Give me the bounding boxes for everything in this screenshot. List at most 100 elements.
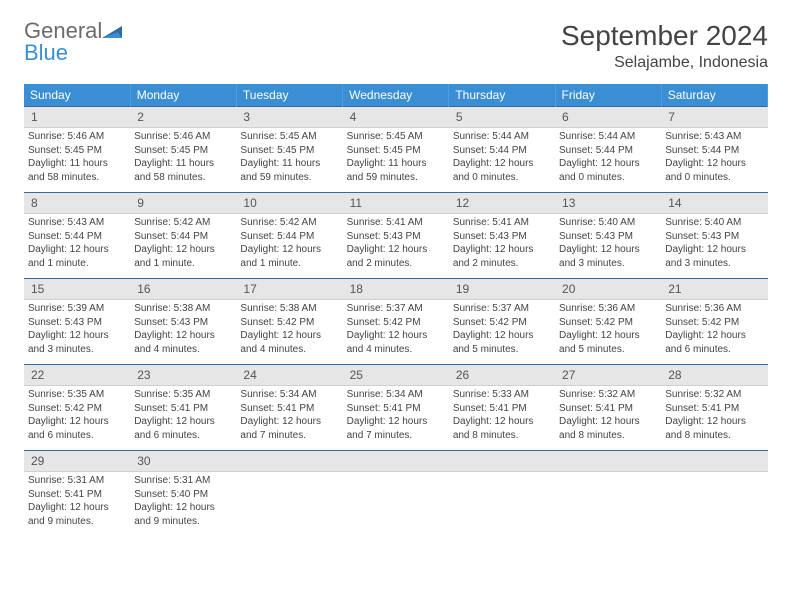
logo: GeneralBlue	[24, 20, 122, 64]
day-number: 23	[131, 366, 235, 384]
page-title: September 2024	[561, 20, 768, 52]
sunrise-text: Sunrise: 5:42 AM	[240, 216, 338, 230]
sunset-text: Sunset: 5:42 PM	[240, 316, 338, 330]
day-number: 18	[344, 280, 448, 298]
daylight-text: Daylight: 12 hours and 1 minute.	[28, 243, 126, 270]
week-2-content-row: Sunrise: 5:39 AMSunset: 5:43 PMDaylight:…	[24, 300, 768, 365]
sunset-text: Sunset: 5:43 PM	[665, 230, 763, 244]
empty-day-cell	[236, 472, 342, 537]
day-cell: Sunrise: 5:36 AMSunset: 5:42 PMDaylight:…	[555, 300, 661, 365]
day-cell: Sunrise: 5:31 AMSunset: 5:40 PMDaylight:…	[130, 472, 236, 537]
day-cell-text: Sunrise: 5:33 AMSunset: 5:41 PMDaylight:…	[453, 386, 551, 442]
day-number: 29	[25, 452, 129, 470]
day-number: 24	[237, 366, 341, 384]
day-header-saturday: Saturday	[661, 84, 767, 107]
sunset-text: Sunset: 5:43 PM	[28, 316, 126, 330]
sunset-text: Sunset: 5:43 PM	[453, 230, 551, 244]
day-number: 17	[237, 280, 341, 298]
empty-daynum-cell	[449, 451, 555, 472]
day-cell-text: Sunrise: 5:44 AMSunset: 5:44 PMDaylight:…	[559, 128, 657, 184]
daylight-text: Daylight: 12 hours and 3 minutes.	[559, 243, 657, 270]
day-cell-text: Sunrise: 5:45 AMSunset: 5:45 PMDaylight:…	[347, 128, 445, 184]
week-1-daynum-row: 891011121314	[24, 193, 768, 214]
empty-daynum-cell	[236, 451, 342, 472]
day-number: 27	[556, 366, 660, 384]
daylight-text: Daylight: 12 hours and 1 minute.	[134, 243, 232, 270]
day-number: 8	[25, 194, 129, 212]
sunrise-text: Sunrise: 5:36 AM	[665, 302, 763, 316]
daylight-text: Daylight: 12 hours and 0 minutes.	[665, 157, 763, 184]
empty-day-cell	[449, 472, 555, 537]
daynum-cell: 9	[130, 193, 236, 214]
week-2-daynum-row: 15161718192021	[24, 279, 768, 300]
day-cell-text: Sunrise: 5:43 AMSunset: 5:44 PMDaylight:…	[665, 128, 763, 184]
day-number: 13	[556, 194, 660, 212]
day-cell: Sunrise: 5:40 AMSunset: 5:43 PMDaylight:…	[555, 214, 661, 279]
daylight-text: Daylight: 12 hours and 0 minutes.	[453, 157, 551, 184]
day-cell: Sunrise: 5:33 AMSunset: 5:41 PMDaylight:…	[449, 386, 555, 451]
day-cell-text: Sunrise: 5:40 AMSunset: 5:43 PMDaylight:…	[665, 214, 763, 270]
day-cell-text: Sunrise: 5:32 AMSunset: 5:41 PMDaylight:…	[665, 386, 763, 442]
daylight-text: Daylight: 12 hours and 7 minutes.	[240, 415, 338, 442]
day-cell: Sunrise: 5:36 AMSunset: 5:42 PMDaylight:…	[661, 300, 767, 365]
daylight-text: Daylight: 12 hours and 3 minutes.	[28, 329, 126, 356]
location-text: Selajambe, Indonesia	[561, 54, 768, 72]
sunset-text: Sunset: 5:41 PM	[28, 488, 126, 502]
daylight-text: Daylight: 12 hours and 6 minutes.	[665, 329, 763, 356]
daylight-text: Daylight: 11 hours and 58 minutes.	[134, 157, 232, 184]
day-header-row: SundayMondayTuesdayWednesdayThursdayFrid…	[24, 84, 768, 107]
daylight-text: Daylight: 12 hours and 5 minutes.	[559, 329, 657, 356]
day-cell: Sunrise: 5:37 AMSunset: 5:42 PMDaylight:…	[343, 300, 449, 365]
sunrise-text: Sunrise: 5:34 AM	[347, 388, 445, 402]
daynum-cell: 23	[130, 365, 236, 386]
day-cell: Sunrise: 5:40 AMSunset: 5:43 PMDaylight:…	[661, 214, 767, 279]
sunrise-text: Sunrise: 5:32 AM	[665, 388, 763, 402]
daylight-text: Daylight: 12 hours and 4 minutes.	[134, 329, 232, 356]
daynum-cell: 8	[24, 193, 130, 214]
sunrise-text: Sunrise: 5:41 AM	[347, 216, 445, 230]
sunrise-text: Sunrise: 5:41 AM	[453, 216, 551, 230]
daynum-cell: 19	[449, 279, 555, 300]
daynum-cell: 15	[24, 279, 130, 300]
daynum-cell: 26	[449, 365, 555, 386]
daylight-text: Daylight: 11 hours and 58 minutes.	[28, 157, 126, 184]
day-cell: Sunrise: 5:44 AMSunset: 5:44 PMDaylight:…	[449, 128, 555, 193]
day-cell-text: Sunrise: 5:38 AMSunset: 5:43 PMDaylight:…	[134, 300, 232, 356]
day-number: 6	[556, 108, 660, 126]
sunset-text: Sunset: 5:41 PM	[453, 402, 551, 416]
daylight-text: Daylight: 12 hours and 9 minutes.	[28, 501, 126, 528]
sunrise-text: Sunrise: 5:36 AM	[559, 302, 657, 316]
sunset-text: Sunset: 5:43 PM	[559, 230, 657, 244]
day-header-thursday: Thursday	[449, 84, 555, 107]
daylight-text: Daylight: 12 hours and 7 minutes.	[347, 415, 445, 442]
day-cell: Sunrise: 5:44 AMSunset: 5:44 PMDaylight:…	[555, 128, 661, 193]
daynum-cell: 20	[555, 279, 661, 300]
daynum-cell: 14	[661, 193, 767, 214]
empty-day-cell	[555, 472, 661, 537]
sunrise-text: Sunrise: 5:39 AM	[28, 302, 126, 316]
empty-daynum-cell	[343, 451, 449, 472]
daynum-cell: 18	[343, 279, 449, 300]
daylight-text: Daylight: 12 hours and 0 minutes.	[559, 157, 657, 184]
sunset-text: Sunset: 5:44 PM	[453, 144, 551, 158]
day-cell-text: Sunrise: 5:43 AMSunset: 5:44 PMDaylight:…	[28, 214, 126, 270]
week-3-daynum-row: 22232425262728	[24, 365, 768, 386]
day-cell: Sunrise: 5:45 AMSunset: 5:45 PMDaylight:…	[236, 128, 342, 193]
daynum-cell: 21	[661, 279, 767, 300]
day-number: 4	[344, 108, 448, 126]
day-number: 12	[450, 194, 554, 212]
sunrise-text: Sunrise: 5:31 AM	[134, 474, 232, 488]
daylight-text: Daylight: 11 hours and 59 minutes.	[347, 157, 445, 184]
day-cell-text: Sunrise: 5:36 AMSunset: 5:42 PMDaylight:…	[665, 300, 763, 356]
sunrise-text: Sunrise: 5:34 AM	[240, 388, 338, 402]
week-0-daynum-row: 1234567	[24, 107, 768, 128]
calendar-table: SundayMondayTuesdayWednesdayThursdayFrid…	[24, 84, 768, 536]
day-cell: Sunrise: 5:46 AMSunset: 5:45 PMDaylight:…	[130, 128, 236, 193]
day-header-wednesday: Wednesday	[343, 84, 449, 107]
day-number: 3	[237, 108, 341, 126]
day-number: 11	[344, 194, 448, 212]
sunrise-text: Sunrise: 5:40 AM	[559, 216, 657, 230]
sunset-text: Sunset: 5:43 PM	[347, 230, 445, 244]
daynum-cell: 25	[343, 365, 449, 386]
day-number: 21	[662, 280, 766, 298]
